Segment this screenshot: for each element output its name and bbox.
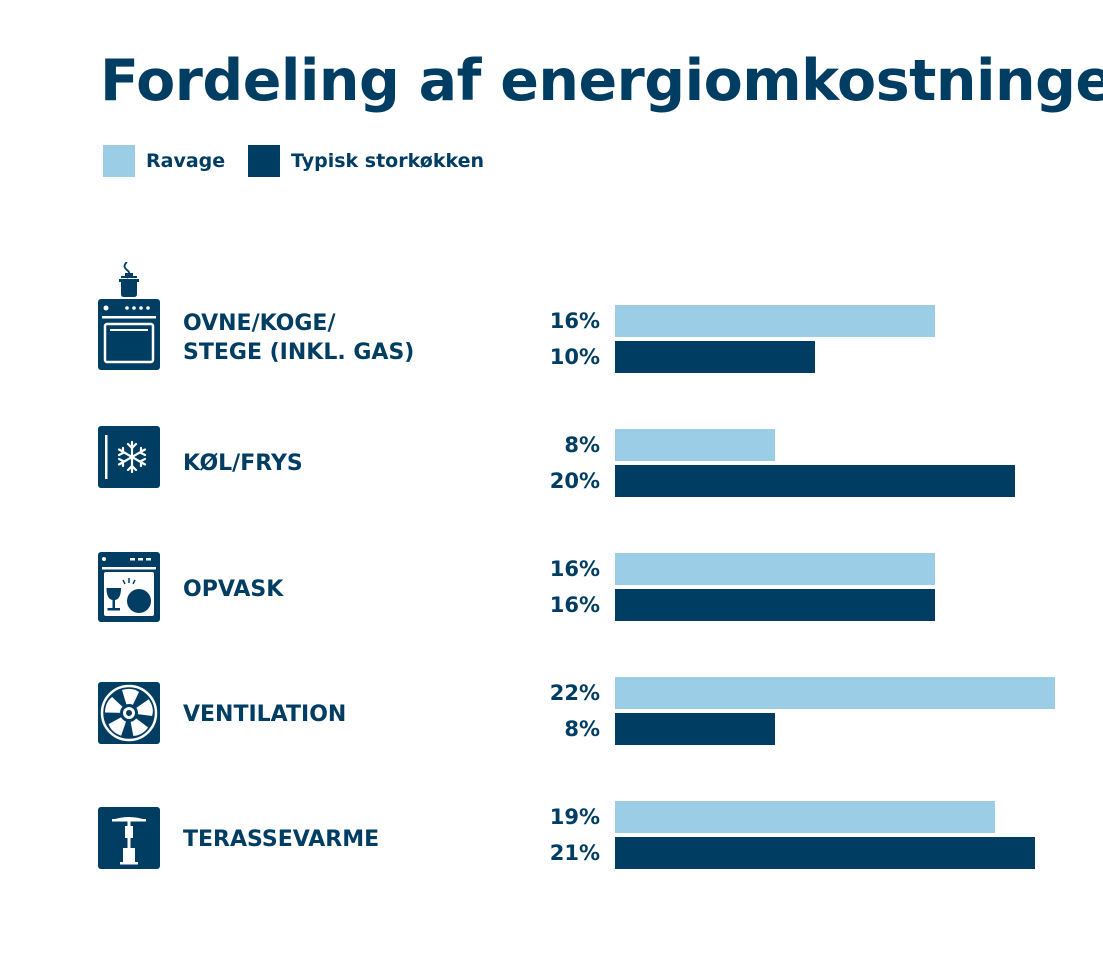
bar-ravage-3 xyxy=(615,677,1055,709)
category-label-kol-frys: KØL/FRYS xyxy=(183,451,303,476)
legend-label-typisk: Typisk storkøkken xyxy=(291,150,485,172)
bar-ravage-4 xyxy=(615,801,995,833)
bar-ravage-2 xyxy=(615,553,935,585)
bar-ravage-0 xyxy=(615,305,935,337)
legend-label-ravage: Ravage xyxy=(146,150,226,172)
legend-swatch-typisk xyxy=(248,145,280,177)
value-label-ravage-1: 8% xyxy=(564,433,600,457)
chart-title: Fordeling af energiomkostninger xyxy=(100,48,1103,114)
category-label-opvask: OPVASK xyxy=(183,577,284,602)
category-label-terassevarme: TERASSEVARME xyxy=(183,827,380,852)
value-label-typisk-3: 8% xyxy=(564,717,600,741)
fan-icon xyxy=(98,682,160,744)
freezer-icon xyxy=(98,426,160,488)
category-label-ventilation: VENTILATION xyxy=(183,702,347,727)
value-label-typisk-2: 16% xyxy=(549,593,600,617)
value-label-ravage-4: 19% xyxy=(549,805,600,829)
value-label-typisk-4: 21% xyxy=(549,841,600,865)
bar-typisk-1 xyxy=(615,465,1015,497)
stove-icon xyxy=(98,262,160,370)
patio-heater-icon xyxy=(98,807,160,869)
bar-typisk-0 xyxy=(615,341,815,373)
value-label-ravage-2: 16% xyxy=(549,557,600,581)
bar-typisk-4 xyxy=(615,837,1035,869)
value-label-typisk-0: 10% xyxy=(549,345,600,369)
category-label-ovne: OVNE/KOGE/ STEGE (INKL. GAS) xyxy=(183,311,415,365)
bar-typisk-2 xyxy=(615,589,935,621)
value-label-typisk-1: 20% xyxy=(549,469,600,493)
bar-typisk-3 xyxy=(615,713,775,745)
legend-swatch-ravage xyxy=(103,145,135,177)
dishwasher-icon xyxy=(98,552,160,622)
bar-ravage-1 xyxy=(615,429,775,461)
value-label-ravage-3: 22% xyxy=(549,681,600,705)
value-label-ravage-0: 16% xyxy=(549,309,600,333)
